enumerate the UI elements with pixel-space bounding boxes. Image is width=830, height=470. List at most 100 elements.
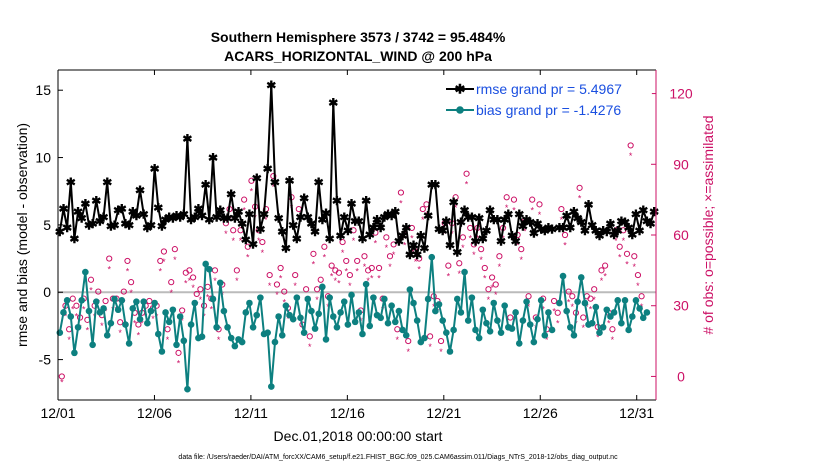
obs-possible-point xyxy=(609,326,616,333)
rmse-point: ✱ xyxy=(157,220,167,234)
obs-assimilated-point: * xyxy=(592,295,596,305)
bias-point xyxy=(238,338,246,346)
obs-count-markers: ******************** * ********* **********… xyxy=(58,142,645,387)
rmse-point: ✱ xyxy=(624,221,634,235)
obs-assimilated-point: * xyxy=(100,321,104,331)
obs-assimilated-point: * xyxy=(589,304,593,314)
bias-point xyxy=(545,309,552,316)
obs-possible-point xyxy=(507,314,514,321)
bias-point xyxy=(231,342,239,350)
bias-point xyxy=(359,330,366,338)
rmse-point: ✱ xyxy=(649,205,659,219)
obs-assimilated-point: * xyxy=(556,319,560,329)
obs-possible-point xyxy=(189,274,197,281)
bias-point xyxy=(133,298,140,305)
bias-point xyxy=(370,294,377,301)
rmse-point: ✱ xyxy=(529,226,539,240)
rmse-point: ✱ xyxy=(452,245,462,259)
bias-point xyxy=(315,310,323,318)
rmse-point: ✱ xyxy=(540,224,550,238)
bias-point xyxy=(191,299,199,307)
legend: ✱ rmse grand pr = 5.4967 bias grand pr =… xyxy=(440,76,652,120)
obs-possible-point xyxy=(419,205,426,213)
y-right-tick-label: 90 xyxy=(673,156,689,172)
obs-possible-point xyxy=(437,337,445,345)
rmse-point: ✱ xyxy=(62,221,72,235)
rmse-point: ✱ xyxy=(212,210,222,224)
obs-assimilated-point: * xyxy=(344,267,348,277)
obs-assimilated-point: * xyxy=(447,271,451,281)
obs-assimilated-point: * xyxy=(341,248,345,258)
y-tick-label: 10 xyxy=(35,150,51,166)
rmse-point: ✱ xyxy=(478,232,488,246)
obs-assimilated-point: * xyxy=(600,276,604,286)
obs-assimilated-point: * xyxy=(406,347,410,357)
rmse-point: ✱ xyxy=(401,221,411,235)
rmse-point: ✱ xyxy=(365,228,375,242)
obs-possible-point xyxy=(270,172,277,180)
obs-assimilated-point: * xyxy=(272,182,276,192)
rmse-point: ✱ xyxy=(631,208,641,222)
rmse-point: ✱ xyxy=(412,248,422,262)
obs-possible-point xyxy=(186,267,193,274)
obs-assimilated-point: * xyxy=(86,326,90,336)
obs-assimilated-point: * xyxy=(618,253,622,263)
obs-assimilated-point: * xyxy=(439,347,443,357)
bias-point xyxy=(639,314,647,322)
obs-possible-point xyxy=(631,253,638,260)
rmse-point: ✱ xyxy=(616,214,626,228)
obs-possible-point xyxy=(602,262,609,269)
obs-assimilated-point: * xyxy=(191,283,195,293)
rmse-point: ✱ xyxy=(492,213,502,227)
legend-bias-label: bias grand pr = -1.4276 xyxy=(476,102,621,118)
rmse-point: ✱ xyxy=(514,208,524,222)
rmse-point: ✱ xyxy=(605,217,615,231)
bias-point xyxy=(282,302,290,310)
obs-assimilated-point: * xyxy=(571,302,575,312)
rmse-point: ✱ xyxy=(91,194,101,208)
rmse-point: ✱ xyxy=(109,218,119,232)
obs-assimilated-point: * xyxy=(472,250,476,260)
obs-possible-point xyxy=(120,288,127,295)
bias-point xyxy=(577,274,585,281)
bias-point xyxy=(508,325,516,332)
bias-point xyxy=(446,348,454,355)
rmse-point: ✱ xyxy=(598,224,608,238)
obs-assimilated-point: * xyxy=(625,260,629,270)
obs-assimilated-point: * xyxy=(162,257,166,267)
bias-point xyxy=(304,295,312,303)
bias-point xyxy=(519,317,527,324)
rmse-point: ✱ xyxy=(463,210,473,224)
bias-point xyxy=(158,348,166,355)
rmse-point: ✱ xyxy=(193,202,203,216)
obs-assimilated-point: * xyxy=(137,330,141,340)
x-tick-label: 12/11 xyxy=(234,405,268,421)
bias-point xyxy=(432,307,439,315)
obs-assimilated-point: * xyxy=(421,215,425,225)
obs-possible-point xyxy=(496,253,503,260)
obs-assimilated-point: * xyxy=(603,271,607,281)
rmse-point: ✱ xyxy=(84,218,94,232)
bias-point xyxy=(355,309,363,316)
bias-point xyxy=(494,317,501,324)
obs-assimilated-point: * xyxy=(483,274,487,284)
obs-assimilated-point: * xyxy=(614,236,618,246)
rmse-point: ✱ xyxy=(171,209,181,223)
rmse-point: ✱ xyxy=(102,175,112,189)
bias-point xyxy=(497,329,505,336)
rmse-point: ✱ xyxy=(481,224,491,238)
bias-point xyxy=(479,306,487,314)
obs-possible-point xyxy=(587,295,594,302)
obs-assimilated-point: * xyxy=(188,276,192,286)
bias-point xyxy=(614,297,622,304)
rmse-point: ✱ xyxy=(394,235,404,249)
rmse-point: ✱ xyxy=(292,232,302,246)
bias-point xyxy=(82,268,89,276)
bias-point xyxy=(173,341,180,349)
obs-possible-point xyxy=(427,333,434,340)
rmse-point: ✱ xyxy=(430,178,440,192)
obs-possible-point xyxy=(554,309,561,316)
axes-group xyxy=(58,70,656,400)
bias-point xyxy=(165,318,173,326)
obs-assimilated-point: * xyxy=(512,205,516,215)
